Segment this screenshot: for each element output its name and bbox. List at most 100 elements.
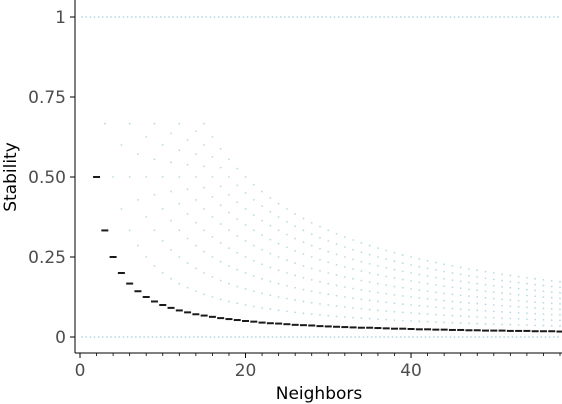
constant-dot xyxy=(449,16,452,18)
constant-dot xyxy=(110,16,112,18)
faint-dot xyxy=(426,267,429,270)
constant-dot xyxy=(213,336,216,338)
constant-dot xyxy=(101,336,104,338)
main-dash-mark xyxy=(324,325,332,328)
faint-dot xyxy=(261,219,263,222)
constant-dot xyxy=(557,16,559,18)
faint-dot xyxy=(194,221,197,224)
faint-dot xyxy=(327,304,330,306)
constant-dot xyxy=(197,16,199,18)
faint-dot xyxy=(377,309,379,312)
faint-dot xyxy=(451,314,454,317)
faint-dot xyxy=(319,247,321,250)
faint-dot xyxy=(525,318,528,321)
faint-dot xyxy=(244,240,247,242)
faint-dot xyxy=(377,264,379,267)
faint-dot xyxy=(401,295,404,297)
constant-dot xyxy=(159,336,162,338)
constant-dot xyxy=(416,16,419,18)
faint-dot xyxy=(559,286,561,289)
constant-dot xyxy=(321,16,323,18)
faint-dot xyxy=(145,176,148,178)
faint-dot xyxy=(285,246,288,249)
main-dash-mark xyxy=(134,290,142,293)
constant-dot xyxy=(267,16,270,18)
constant-dot xyxy=(490,16,493,18)
faint-dot xyxy=(145,256,148,258)
faint-dot xyxy=(277,269,280,272)
faint-dot xyxy=(211,156,214,158)
faint-dot xyxy=(302,217,305,220)
faint-dot xyxy=(451,321,454,324)
main-dash-mark xyxy=(275,322,283,325)
constant-dot xyxy=(172,336,175,338)
faint-dot xyxy=(377,300,379,303)
faint-dot xyxy=(310,267,313,270)
faint-dot xyxy=(269,224,272,227)
faint-dot xyxy=(335,253,338,256)
main-dash-mark xyxy=(357,326,365,329)
faint-dot xyxy=(509,280,512,283)
main-dash-mark xyxy=(531,330,539,333)
faint-dot xyxy=(244,272,247,274)
faint-dot xyxy=(228,282,230,285)
faint-dot xyxy=(285,233,288,236)
faint-dot xyxy=(360,289,363,291)
constant-dot xyxy=(85,336,88,338)
faint-dot xyxy=(451,264,454,267)
faint-dot xyxy=(211,216,214,218)
faint-dot xyxy=(410,296,412,298)
faint-dot xyxy=(401,286,404,289)
faint-dot xyxy=(501,317,503,320)
faint-dot xyxy=(525,300,528,303)
y-tick-label: 0 xyxy=(55,328,66,348)
faint-dot xyxy=(468,302,470,304)
faint-dot xyxy=(484,316,487,319)
faint-dot xyxy=(145,216,148,218)
faint-dot xyxy=(525,282,528,285)
faint-dot xyxy=(343,256,346,258)
faint-dot xyxy=(360,260,363,263)
faint-dot xyxy=(418,320,421,323)
faint-dot xyxy=(509,274,512,277)
constant-dot xyxy=(557,336,559,338)
faint-dot xyxy=(211,296,214,298)
faint-dot xyxy=(194,244,197,247)
faint-dot xyxy=(219,166,222,169)
constant-dot xyxy=(408,16,410,18)
main-dash-mark xyxy=(440,328,448,331)
faint-dot xyxy=(153,193,156,196)
faint-dot xyxy=(559,325,561,327)
faint-dot xyxy=(426,320,429,323)
faint-dot xyxy=(194,267,197,270)
y-tick-label: 0.50 xyxy=(28,168,66,188)
faint-dot xyxy=(443,321,446,324)
faint-dot xyxy=(112,176,115,178)
faint-dot xyxy=(319,302,321,305)
faint-dot xyxy=(393,319,396,322)
faint-dot xyxy=(244,256,247,258)
constant-dot xyxy=(424,16,427,18)
main-dash-mark xyxy=(150,300,158,303)
faint-dot xyxy=(401,254,404,256)
faint-dot xyxy=(352,287,355,290)
constant-dot xyxy=(494,336,497,338)
constant-dot xyxy=(482,336,485,338)
faint-dot xyxy=(542,307,545,310)
faint-dot xyxy=(550,291,553,293)
faint-dot xyxy=(550,285,553,288)
faint-dot xyxy=(459,287,462,290)
faint-dot xyxy=(319,258,321,261)
faint-dot xyxy=(128,122,131,125)
faint-dot xyxy=(377,273,379,276)
faint-dot xyxy=(170,248,172,251)
constant-dot xyxy=(536,336,539,338)
faint-dot xyxy=(219,241,222,244)
faint-dot xyxy=(401,319,404,322)
faint-dot xyxy=(285,220,288,223)
constant-dot xyxy=(374,336,377,338)
constant-dot xyxy=(470,336,472,338)
faint-dot xyxy=(484,283,487,286)
faint-dot xyxy=(294,286,297,289)
faint-dot xyxy=(492,291,495,294)
